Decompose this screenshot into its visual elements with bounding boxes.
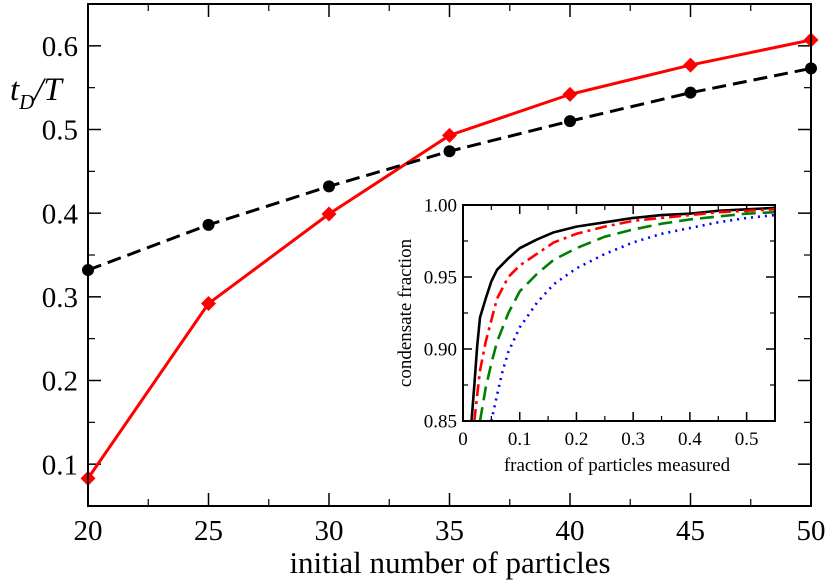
inset-x-tick-label: 0.5 [735, 429, 759, 450]
inset-plot-frame [462, 204, 776, 422]
main-y-axis-label-main: t [10, 72, 20, 108]
main-point-circle [443, 145, 456, 158]
inset-x-axis-label: fraction of particles measured [504, 455, 731, 476]
main-y-tick-label: 0.1 [42, 449, 78, 481]
main-x-axis-label: initial number of particles [289, 545, 610, 580]
inset-tick-labels: 0 0.1 0.2 0.3 0.4 0.5 0.85 0.90 0.95 1.00 [424, 196, 759, 450]
main-point-diamond [683, 57, 698, 73]
inset-series-line-2 [478, 210, 775, 421]
main-point-circle [564, 115, 576, 128]
main-x-tick-label: 30 [315, 515, 344, 547]
main-tick-labels: 20 25 30 35 40 45 50 0.1 0.2 0.3 0.4 0.5 0.6 [42, 31, 826, 547]
inset-series-layer [470, 206, 775, 421]
main-y-axis-label-tail: /T [32, 72, 64, 108]
main-point-diamond [201, 296, 216, 312]
main-y-tick-label: 0.5 [42, 115, 78, 147]
inset-y-tick-label: 0.85 [424, 412, 457, 433]
inset-background [463, 205, 775, 421]
main-point-circle [202, 218, 215, 231]
main-x-tick-label: 40 [556, 515, 585, 547]
inset-x-tick-label: 0.1 [508, 429, 532, 450]
inset-y-tick-label: 0.95 [424, 268, 457, 289]
inset-series-line-0 [470, 206, 775, 421]
inset-x-tick-label: 0 [458, 429, 468, 450]
inset-y-tick-label: 0.90 [424, 340, 457, 361]
main-y-tick-label: 0.2 [42, 366, 78, 398]
main-x-tick-label: 20 [74, 515, 103, 547]
main-point-circle [684, 86, 697, 99]
main-point-diamond [442, 127, 457, 143]
main-y-tick-label: 0.3 [42, 282, 78, 314]
main-y-tick-label: 0.6 [42, 31, 78, 63]
main-x-tick-label: 50 [797, 515, 826, 547]
main-x-tick-label: 35 [435, 515, 464, 547]
main-y-axis-label-sub: D [18, 90, 34, 114]
main-y-tick-label: 0.4 [42, 198, 79, 230]
main-x-tick-label: 25 [194, 515, 223, 547]
inset-y-axis-label: condensate fraction [395, 238, 416, 387]
inset-x-tick-label: 0.3 [621, 429, 645, 450]
main-x-tick-label: 45 [676, 515, 705, 547]
inset-x-tick-label: 0.4 [678, 429, 702, 450]
inset-series-line-1 [473, 208, 775, 421]
inset-x-tick-label: 0.2 [565, 429, 589, 450]
main-plot-frame [87, 3, 812, 507]
main-y-axis-label: tD/T [10, 72, 65, 114]
main-point-circle [323, 180, 335, 193]
main-point-diamond [321, 206, 337, 222]
main-point-diamond [562, 86, 578, 102]
inset-y-tick-label: 1.00 [424, 196, 457, 217]
